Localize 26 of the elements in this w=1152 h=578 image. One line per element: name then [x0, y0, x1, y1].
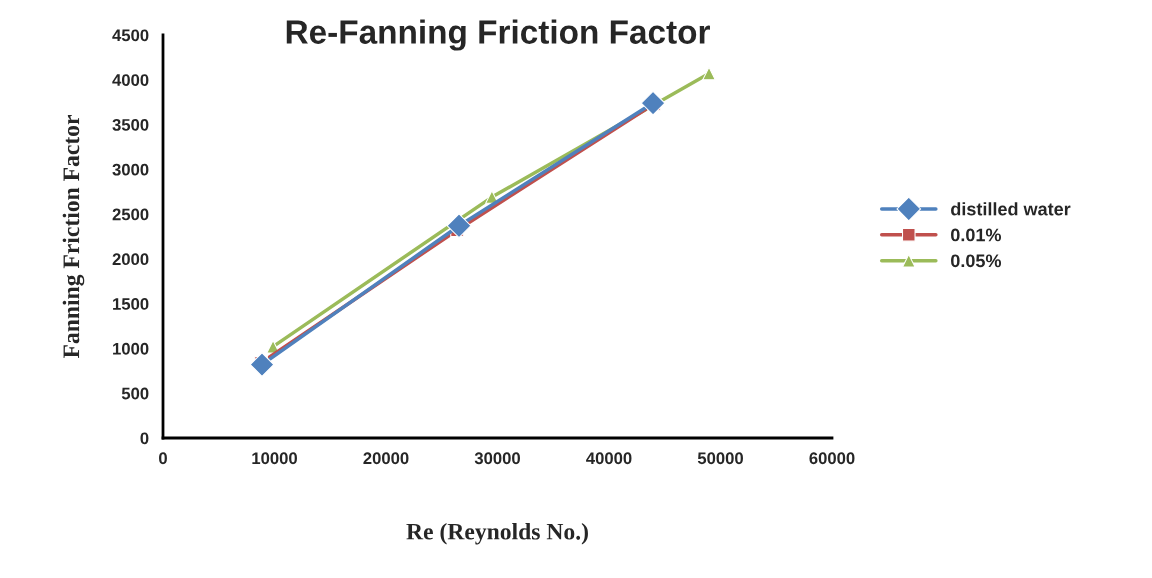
x-tick-label: 30000 — [474, 452, 520, 465]
x-tick-label: 60000 — [809, 452, 855, 465]
y-tick-label: 2500 — [112, 208, 149, 221]
y-tick-label: 2000 — [112, 253, 149, 266]
x-axis-title: Re (Reynolds No.) — [406, 522, 588, 545]
legend-label: 0.01% — [951, 228, 1002, 242]
x-tick-label: 10000 — [252, 452, 297, 465]
point — [249, 352, 275, 377]
legend-label: 0.05% — [951, 254, 1002, 268]
y-tick-label: 0 — [140, 432, 149, 445]
y-tick-label: 1500 — [113, 298, 149, 310]
legend-label: distilled water — [951, 202, 1071, 216]
point — [702, 66, 716, 81]
chart-title: Re-Fanning Friction Factor — [286, 19, 710, 51]
y-axis-title: Fanning Friction Factor — [62, 115, 85, 359]
y-tick-label: 4000 — [112, 74, 149, 86]
point — [640, 90, 666, 116]
x-tick-label: 0 — [159, 452, 167, 465]
x-tick-label: 50000 — [697, 452, 743, 465]
y-tick-label: 4500 — [112, 29, 149, 42]
y-tick-label: 3500 — [112, 118, 149, 131]
x-tick-label: 40000 — [586, 452, 632, 465]
y-tick-label: 3000 — [112, 163, 149, 176]
y-tick-label: 1000 — [113, 342, 149, 355]
y-tick-label: 500 — [121, 387, 149, 400]
x-tick-label: 20000 — [363, 452, 409, 465]
